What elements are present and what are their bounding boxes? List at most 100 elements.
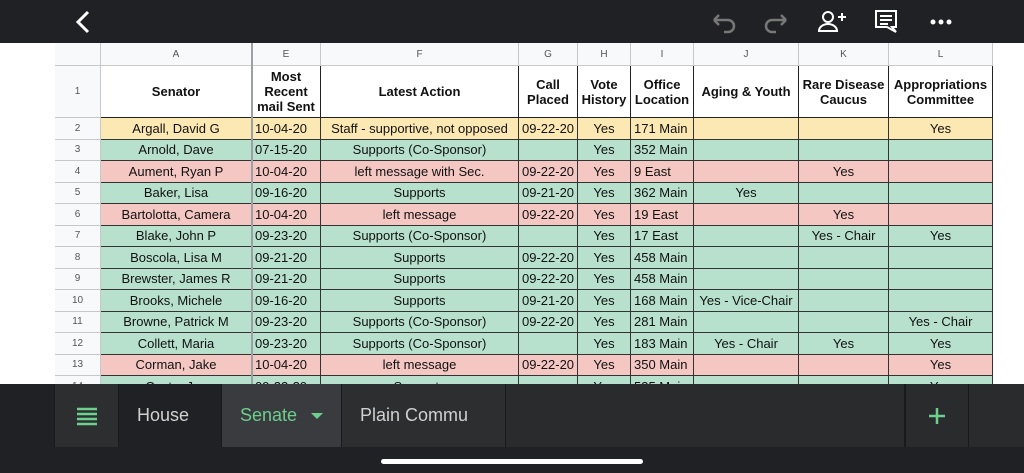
data-cell[interactable]: Yes (889, 354, 993, 376)
data-cell[interactable]: 09-22-20 (519, 118, 578, 140)
data-cell[interactable]: Supports (Co-Sponsor) (321, 333, 519, 355)
data-cell[interactable] (799, 182, 889, 204)
data-cell[interactable] (799, 268, 889, 290)
sheet-tab[interactable]: Senate (222, 384, 342, 447)
data-cell[interactable]: Yes - Vice-Chair (694, 290, 799, 312)
more-icon[interactable] (930, 19, 952, 25)
data-cell[interactable]: 09-22-20 (252, 376, 321, 384)
data-cell[interactable] (799, 247, 889, 269)
data-cell[interactable] (694, 225, 799, 247)
data-cell[interactable]: 09-22-20 (519, 204, 578, 226)
data-cell[interactable] (694, 311, 799, 333)
data-cell[interactable]: Argall, David G (101, 118, 252, 140)
data-cell[interactable]: Browne, Patrick M (101, 311, 252, 333)
data-cell[interactable]: 281 Main (631, 311, 694, 333)
data-cell[interactable]: Yes - Chair (799, 225, 889, 247)
data-cell[interactable]: 535 Main (631, 376, 694, 384)
data-cell[interactable]: 10-04-20 (252, 161, 321, 183)
data-cell[interactable]: Yes (578, 333, 631, 355)
data-cell[interactable] (799, 139, 889, 161)
data-cell[interactable] (889, 247, 993, 269)
tab-dropdown[interactable] (307, 411, 327, 421)
data-cell[interactable]: Yes (578, 204, 631, 226)
data-cell[interactable]: 09-21-20 (519, 290, 578, 312)
data-cell[interactable]: Brewster, James R (101, 268, 252, 290)
data-cell[interactable]: 09-22-20 (519, 247, 578, 269)
data-cell[interactable]: Yes - Chair (889, 311, 993, 333)
data-cell[interactable]: 09-22-20 (519, 354, 578, 376)
data-cell[interactable] (889, 139, 993, 161)
data-cell[interactable] (799, 311, 889, 333)
data-cell[interactable]: Supports (Co-Sponsor) (321, 139, 519, 161)
data-cell[interactable]: Yes (578, 225, 631, 247)
data-cell[interactable]: Supports (321, 247, 519, 269)
data-cell[interactable]: 19 East (631, 204, 694, 226)
data-cell[interactable]: Yes (578, 247, 631, 269)
data-cell[interactable]: Yes (799, 333, 889, 355)
data-cell[interactable] (694, 354, 799, 376)
data-cell[interactable]: 09-21-20 (519, 182, 578, 204)
sheet-tab[interactable]: Plain Commu (342, 384, 506, 447)
data-cell[interactable] (889, 290, 993, 312)
sheet-list-button[interactable] (55, 384, 119, 447)
data-cell[interactable]: Yes (889, 225, 993, 247)
data-cell[interactable]: Yes (694, 182, 799, 204)
data-cell[interactable]: 9 East (631, 161, 694, 183)
data-cell[interactable]: Aument, Ryan P (101, 161, 252, 183)
data-cell[interactable]: Yes (578, 139, 631, 161)
data-cell[interactable] (799, 118, 889, 140)
data-cell[interactable]: Supports (Co-Sponsor) (321, 311, 519, 333)
data-cell[interactable] (694, 118, 799, 140)
data-cell[interactable] (799, 354, 889, 376)
data-cell[interactable] (889, 268, 993, 290)
data-cell[interactable]: 09-21-20 (252, 247, 321, 269)
data-cell[interactable]: 10-04-20 (252, 354, 321, 376)
data-cell[interactable]: Yes (578, 311, 631, 333)
add-person-icon[interactable] (817, 11, 846, 32)
data-cell[interactable] (799, 290, 889, 312)
data-cell[interactable] (694, 376, 799, 384)
data-cell[interactable]: 183 Main (631, 333, 694, 355)
undo-icon[interactable] (713, 14, 736, 34)
data-cell[interactable]: Yes (889, 376, 993, 384)
data-cell[interactable]: Yes (578, 161, 631, 183)
data-cell[interactable]: Arnold, Dave (101, 139, 252, 161)
data-cell[interactable]: Supports (321, 268, 519, 290)
data-cell[interactable] (519, 139, 578, 161)
data-cell[interactable]: 168 Main (631, 290, 694, 312)
data-cell[interactable] (799, 376, 889, 384)
data-cell[interactable]: 10-04-20 (252, 118, 321, 140)
comment-icon[interactable] (875, 10, 897, 33)
data-cell[interactable]: Yes (578, 354, 631, 376)
data-cell[interactable]: left message with Sec. (321, 161, 519, 183)
data-cell[interactable] (889, 161, 993, 183)
data-cell[interactable]: Blake, John P (101, 225, 252, 247)
data-cell[interactable] (519, 376, 578, 384)
data-cell[interactable]: 09-23-20 (252, 225, 321, 247)
data-cell[interactable]: 09-23-20 (252, 333, 321, 355)
data-cell[interactable]: Boscola, Lisa M (101, 247, 252, 269)
data-cell[interactable]: Yes (889, 333, 993, 355)
data-cell[interactable]: Brooks, Michele (101, 290, 252, 312)
data-cell[interactable]: Supports (321, 290, 519, 312)
data-cell[interactable]: 171 Main (631, 118, 694, 140)
data-cell[interactable]: Yes (578, 376, 631, 384)
data-cell[interactable]: Costa, Jay (101, 376, 252, 384)
data-cell[interactable]: Yes (578, 290, 631, 312)
data-cell[interactable]: left message (321, 354, 519, 376)
data-cell[interactable]: Supports (Co-Sponsor) (321, 225, 519, 247)
data-cell[interactable]: Yes (578, 268, 631, 290)
data-cell[interactable]: 09-21-20 (252, 268, 321, 290)
data-cell[interactable]: 09-22-20 (519, 311, 578, 333)
data-cell[interactable]: Yes (799, 161, 889, 183)
data-cell[interactable]: Yes (799, 204, 889, 226)
data-cell[interactable]: Bartolotta, Camera (101, 204, 252, 226)
redo-icon[interactable] (764, 14, 787, 34)
data-cell[interactable]: Yes - Chair (694, 333, 799, 355)
data-cell[interactable]: 362 Main (631, 182, 694, 204)
data-cell[interactable]: Collett, Maria (101, 333, 252, 355)
data-cell[interactable]: 07-15-20 (252, 139, 321, 161)
sheet-tab[interactable]: House (119, 384, 222, 447)
data-cell[interactable]: Yes (578, 182, 631, 204)
data-cell[interactable] (519, 225, 578, 247)
